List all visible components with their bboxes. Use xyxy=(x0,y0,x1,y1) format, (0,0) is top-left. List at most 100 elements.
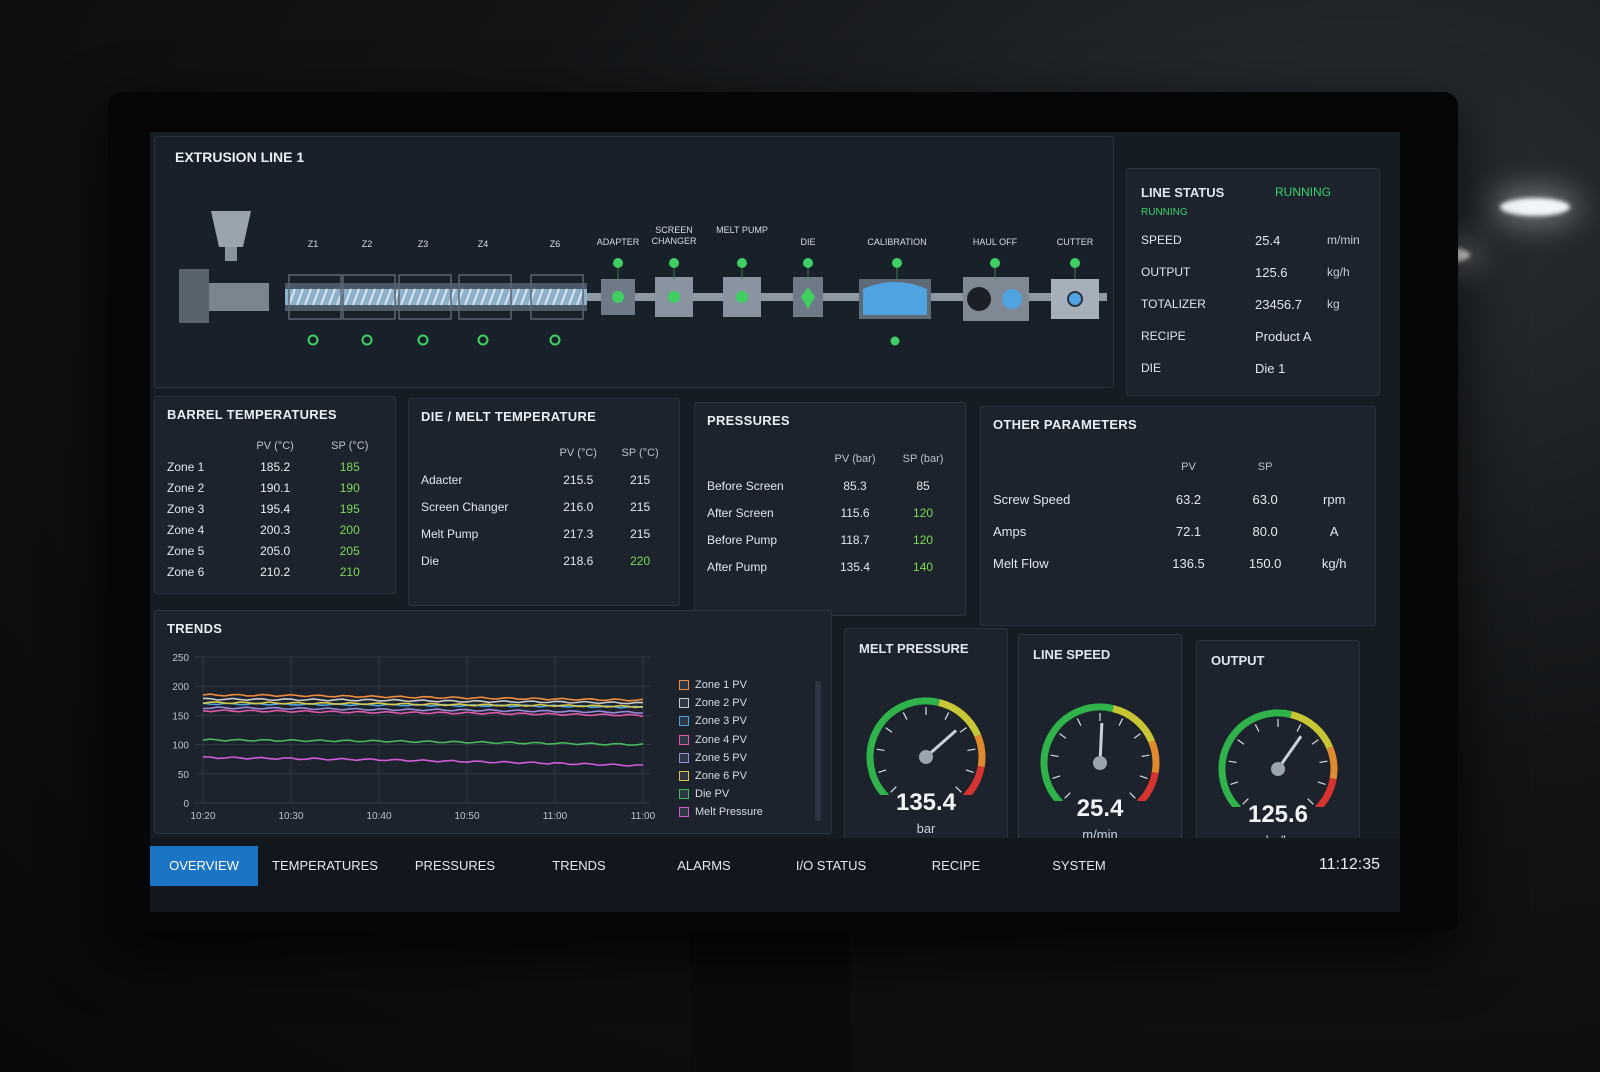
column-header: SP (°C) xyxy=(621,446,659,459)
gauge-tick xyxy=(955,786,962,793)
pv-value: 216.0 xyxy=(563,499,594,514)
trend-series-line xyxy=(202,709,644,718)
station-label-1: SCREEN CHANGER xyxy=(651,225,697,246)
gauge-arc xyxy=(1148,740,1160,774)
column-header: PV (°C) xyxy=(256,439,294,452)
pv-value: 195.4 xyxy=(260,501,291,516)
column-header: PV (bar) xyxy=(834,452,876,465)
checkbox-icon[interactable] xyxy=(679,698,689,709)
bottom-nav: OVERVIEW TEMPERATURES PRESSURES TRENDS ALARM… xyxy=(150,838,1400,912)
tab-system[interactable]: SYSTEM xyxy=(1052,858,1106,873)
sp-value: 210 xyxy=(339,564,360,579)
heater-status-icon xyxy=(549,334,561,346)
gauge-tick xyxy=(1242,798,1249,805)
gauge-arc xyxy=(974,734,986,768)
pv-value: 185.2 xyxy=(260,459,291,474)
tab-alarms[interactable]: ALARMS xyxy=(677,858,731,873)
row-label: Zone 3 xyxy=(167,501,205,516)
gauge-panel-1: LINE SPEED 25.4 m/min xyxy=(1018,634,1182,858)
heater-status-icon xyxy=(477,334,489,346)
panel-title: DIE / MELT TEMPERATURE xyxy=(421,409,597,424)
legend-item[interactable]: Zone 3 PV xyxy=(679,712,763,730)
station-label-5: HAUL OFF xyxy=(972,237,1018,247)
gauge-tick xyxy=(1059,733,1067,739)
sp-value: 200 xyxy=(339,522,360,537)
gauge-dial xyxy=(866,697,986,795)
checkbox-icon[interactable] xyxy=(679,771,689,782)
gauge-dial xyxy=(1218,709,1338,807)
zone-label-z6: Z6 xyxy=(549,239,561,249)
gauge-tick xyxy=(1064,792,1071,799)
legend-item[interactable]: Die PV xyxy=(679,785,763,803)
status-unit-output: kg/h xyxy=(1327,265,1350,279)
trend-series-line xyxy=(202,706,644,714)
pv-value: 217.3 xyxy=(563,526,594,541)
barrel-table: PV (°C) SP (°C) Zone 1 185.2 185 Zone 2 190.1 1… xyxy=(163,435,387,582)
pv-value: 200.3 xyxy=(260,522,291,537)
tab-recipe[interactable]: RECIPE xyxy=(931,858,981,873)
table-row: Adacter 215.5 215 xyxy=(417,466,671,493)
checkbox-icon[interactable] xyxy=(679,807,689,818)
page-title: EXTRUSION LINE 1 xyxy=(175,149,305,165)
sp-value: 190 xyxy=(339,480,360,495)
legend-item[interactable]: Zone 4 PV xyxy=(679,731,763,749)
legend-label: Zone 6 PV xyxy=(695,770,747,783)
trends-panel: TRENDS 0 50 100 150 200 250 10:20 10:30 10:40 10:… xyxy=(154,610,832,834)
gauge-tick xyxy=(1254,724,1260,732)
checkbox-icon[interactable] xyxy=(679,716,689,727)
station-label-4: CALIBRATION xyxy=(867,237,927,247)
gauge-tick xyxy=(965,769,974,774)
table-row: Zone 2 190.1 190 xyxy=(163,477,387,498)
row-label: Screen Changer xyxy=(421,499,509,514)
tab-trends[interactable]: TRENDS xyxy=(552,858,606,873)
status-value-speed: 25.4 xyxy=(1255,233,1281,248)
station-label-0: ADAPTER xyxy=(596,237,640,247)
tab-i-o-status[interactable]: I/O STATUS xyxy=(795,858,867,873)
legend-item[interactable]: Zone 2 PV xyxy=(679,694,763,712)
die-melt-table: PV (°C) SP (°C) Adacter 215.5 215 Screen Chan… xyxy=(417,439,671,574)
row-label: Die xyxy=(421,553,440,568)
pv-value: 190.1 xyxy=(260,480,291,495)
gauge-title: MELT PRESSURE xyxy=(859,641,969,656)
tab-overview[interactable]: OVERVIEW xyxy=(150,846,258,886)
calibration-status-icon xyxy=(890,336,900,346)
line-status-title: LINE STATUS xyxy=(1141,185,1225,200)
legend-item[interactable]: Zone 1 PV xyxy=(679,676,763,694)
status-indicator-icon xyxy=(737,258,747,268)
motor-icon xyxy=(179,269,209,323)
unit-label: A xyxy=(1329,523,1339,539)
checkbox-icon[interactable] xyxy=(679,680,689,691)
gauge-arc xyxy=(963,765,985,795)
table-row: Amps 72.1 80.0 A xyxy=(989,515,1365,547)
checkbox-icon[interactable] xyxy=(679,789,689,800)
pv-value: 218.6 xyxy=(563,553,594,568)
trend-series-line xyxy=(202,697,644,705)
legend-scrollbar[interactable] xyxy=(815,681,821,821)
status-value-output: 125.6 xyxy=(1255,265,1288,280)
other-parameters-panel: OTHER PARAMETERS PV SP Screw Speed 63.2 63.0… xyxy=(980,406,1376,626)
column-header xyxy=(1303,451,1365,483)
sp-value: 80.0 xyxy=(1252,523,1278,539)
gauge-tick xyxy=(1129,792,1136,799)
row-label: Before Screen xyxy=(707,478,784,493)
column-header xyxy=(163,435,238,456)
column-header xyxy=(989,451,1150,483)
gauge-tick xyxy=(890,786,897,793)
status-label-output: OUTPUT xyxy=(1141,265,1191,279)
gauge-tick xyxy=(876,748,885,752)
sp-value: 63.0 xyxy=(1252,491,1278,507)
other-parameters-table: PV SP Screw Speed 63.2 63.0 rpm Amps 72.1 80.0 A M… xyxy=(989,451,1365,579)
gauge-tick xyxy=(1118,718,1124,726)
hopper-neck xyxy=(225,247,237,261)
checkbox-icon[interactable] xyxy=(679,734,689,745)
checkbox-icon[interactable] xyxy=(679,752,689,763)
legend-item[interactable]: Zone 5 PV xyxy=(679,749,763,767)
legend-label: Zone 3 PV xyxy=(695,715,747,728)
legend-item[interactable]: Melt Pressure xyxy=(679,803,763,821)
pv-value: 135.4 xyxy=(840,559,871,574)
gauge-tick xyxy=(1307,798,1314,805)
station-label-3: DIE xyxy=(800,237,816,247)
tab-temperatures[interactable]: TEMPERATURES xyxy=(272,858,378,873)
legend-item[interactable]: Zone 6 PV xyxy=(679,767,763,785)
tab-pressures[interactable]: PRESSURES xyxy=(414,858,496,873)
